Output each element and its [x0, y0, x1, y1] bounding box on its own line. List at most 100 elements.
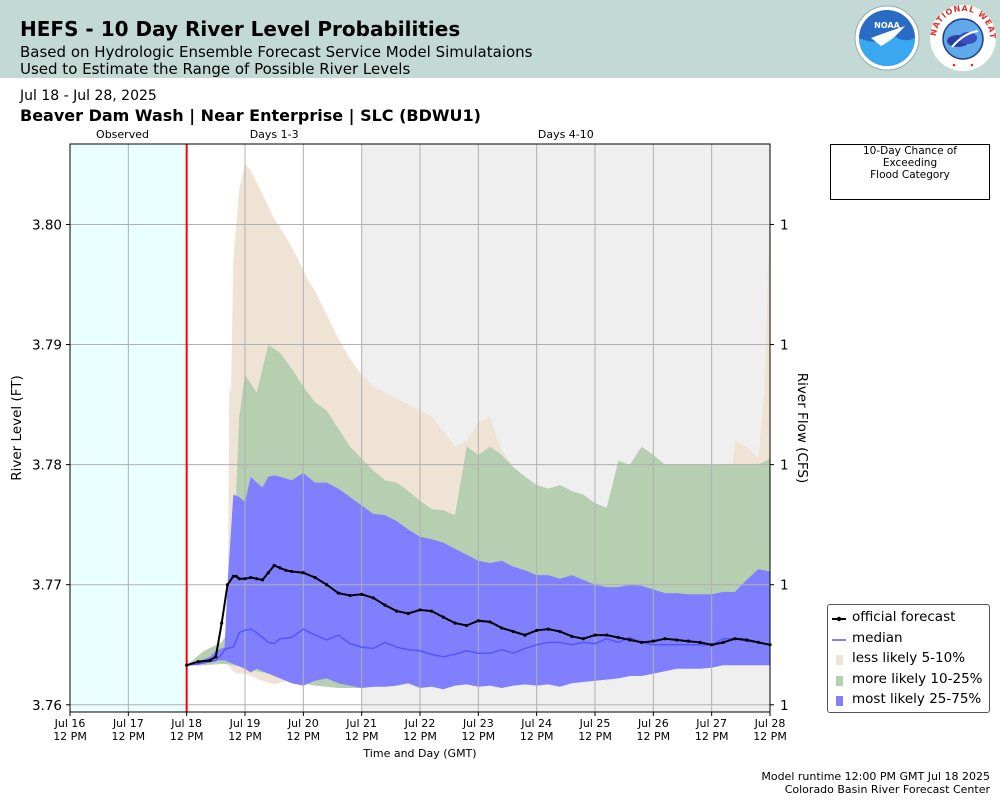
- x-tick-time: 12 PM: [112, 730, 146, 743]
- official-forecast-point: [675, 638, 679, 642]
- x-tick-label: Jul 17: [112, 717, 144, 730]
- official-forecast-point: [698, 640, 702, 644]
- official-forecast-point: [196, 659, 200, 664]
- legend-label: official forecast: [852, 609, 956, 625]
- legend-label: less likely 5-10%: [852, 650, 966, 666]
- official-forecast-point: [756, 640, 760, 644]
- y-right-tick-label: 1: [780, 217, 789, 233]
- official-forecast-point: [266, 571, 270, 575]
- y-tick-label: 3.80: [32, 217, 62, 233]
- official-forecast-point: [465, 623, 469, 628]
- x-tick-label: Jul 22: [404, 717, 436, 730]
- y-tick-label: 3.78: [32, 458, 62, 474]
- official-forecast-point: [616, 635, 620, 640]
- forecast-center: Colorado Basin River Forecast Center: [784, 783, 990, 796]
- legend-label: most likely 25-75%: [852, 691, 982, 707]
- official-forecast-point: [237, 577, 241, 581]
- x-axis-label: Time and Day (GMT): [362, 747, 476, 760]
- legend-swatch: [832, 638, 846, 641]
- official-forecast-point: [214, 655, 218, 659]
- official-forecast-point: [605, 633, 609, 637]
- period-label: Days 1-3: [250, 128, 299, 141]
- legend-swatch: [836, 696, 843, 706]
- official-forecast-point: [628, 638, 632, 642]
- official-forecast-point: [325, 583, 329, 587]
- y-tick-label: 3.79: [32, 338, 62, 354]
- x-tick-label: Jul 24: [520, 717, 552, 730]
- official-forecast-point: [488, 620, 492, 624]
- official-forecast-point: [640, 640, 644, 644]
- nws-logo-icon: NATIONAL WEATHER SERVICE: [928, 3, 996, 71]
- model-runtime: Model runtime 12:00 PM GMT Jul 18 2025: [761, 770, 990, 783]
- official-forecast-point: [336, 591, 340, 595]
- official-forecast-point: [523, 633, 527, 637]
- official-forecast-point: [546, 627, 550, 631]
- y-right-tick-label: 1: [780, 338, 789, 354]
- legend-label: median: [852, 629, 903, 646]
- legend-swatch: [836, 675, 843, 686]
- x-tick-time: 12 PM: [345, 730, 379, 743]
- noaa-logo-icon: NOAA: [854, 5, 920, 71]
- official-forecast-point: [511, 629, 515, 634]
- official-forecast-point: [185, 663, 189, 667]
- y-tick-label: 3.77: [32, 578, 62, 594]
- official-forecast-point: [301, 571, 305, 575]
- x-tick-label: Jul 25: [579, 717, 611, 730]
- official-forecast-point: [360, 592, 364, 596]
- official-forecast-point: [418, 608, 422, 612]
- legend-label: more likely 10-25%: [852, 670, 983, 687]
- official-forecast-point: [220, 621, 224, 625]
- official-forecast-point: [663, 637, 667, 641]
- x-tick-time: 12 PM: [53, 730, 87, 743]
- official-forecast-point: [581, 637, 585, 641]
- official-forecast-point: [686, 639, 690, 643]
- official-forecast-point: [208, 658, 212, 662]
- legend-swatch: [836, 655, 843, 665]
- official-forecast-point: [290, 569, 294, 574]
- official-forecast-point: [733, 637, 737, 641]
- official-forecast-point: [383, 603, 387, 607]
- official-forecast-point: [313, 575, 317, 580]
- x-tick-label: Jul 28: [754, 717, 786, 730]
- y-axis-label-right: River Flow (CFS): [794, 373, 810, 483]
- official-forecast-point: [745, 638, 749, 642]
- x-tick-time: 12 PM: [637, 730, 671, 743]
- x-tick-time: 12 PM: [228, 730, 262, 743]
- flood-box-line-1: 10-Day Chance of: [863, 145, 957, 157]
- x-tick-time: 12 PM: [578, 730, 612, 743]
- official-forecast-point: [406, 611, 410, 616]
- header-banner: HEFS - 10 Day River Level Probabilities …: [0, 0, 1000, 78]
- x-tick-label: Jul 23: [462, 717, 494, 730]
- official-forecast-point: [430, 609, 434, 613]
- official-forecast-point: [395, 609, 399, 613]
- official-forecast-point: [284, 568, 288, 572]
- x-tick-time: 12 PM: [170, 730, 204, 743]
- x-tick-label: Jul 19: [229, 717, 261, 730]
- official-forecast-point: [231, 574, 235, 578]
- official-forecast-point: [476, 619, 480, 623]
- y-axis-label: River Level (FT): [9, 375, 25, 481]
- flood-box-line-2: Exceeding: [882, 157, 938, 169]
- x-tick-label: Jul 21: [345, 717, 377, 730]
- page-title: HEFS - 10 Day River Level Probabilities: [20, 17, 461, 41]
- y-right-tick-label: 1: [780, 578, 789, 594]
- location-title: Beaver Dam Wash | Near Enterprise | SLC …: [20, 106, 481, 125]
- period-label: Observed: [96, 128, 149, 141]
- official-forecast-point: [260, 578, 265, 582]
- noaa-logo-text: NOAA: [874, 21, 900, 30]
- official-forecast-point: [278, 566, 282, 570]
- official-forecast-point: [441, 615, 445, 619]
- x-tick-label: Jul 27: [695, 717, 727, 730]
- median-line: [186, 628, 771, 666]
- official-forecast-point: [249, 575, 253, 580]
- y-right-tick-label: 1: [780, 698, 789, 714]
- official-forecast-point: [272, 563, 276, 568]
- date-range: Jul 18 - Jul 28, 2025: [20, 88, 157, 104]
- legend-swatch: [832, 616, 846, 622]
- x-tick-label: Jul 18: [170, 717, 202, 730]
- official-forecast-point: [500, 626, 504, 630]
- official-forecast-point: [348, 593, 352, 598]
- x-tick-label: Jul 20: [287, 717, 319, 730]
- y-tick-label: 3.76: [32, 698, 62, 714]
